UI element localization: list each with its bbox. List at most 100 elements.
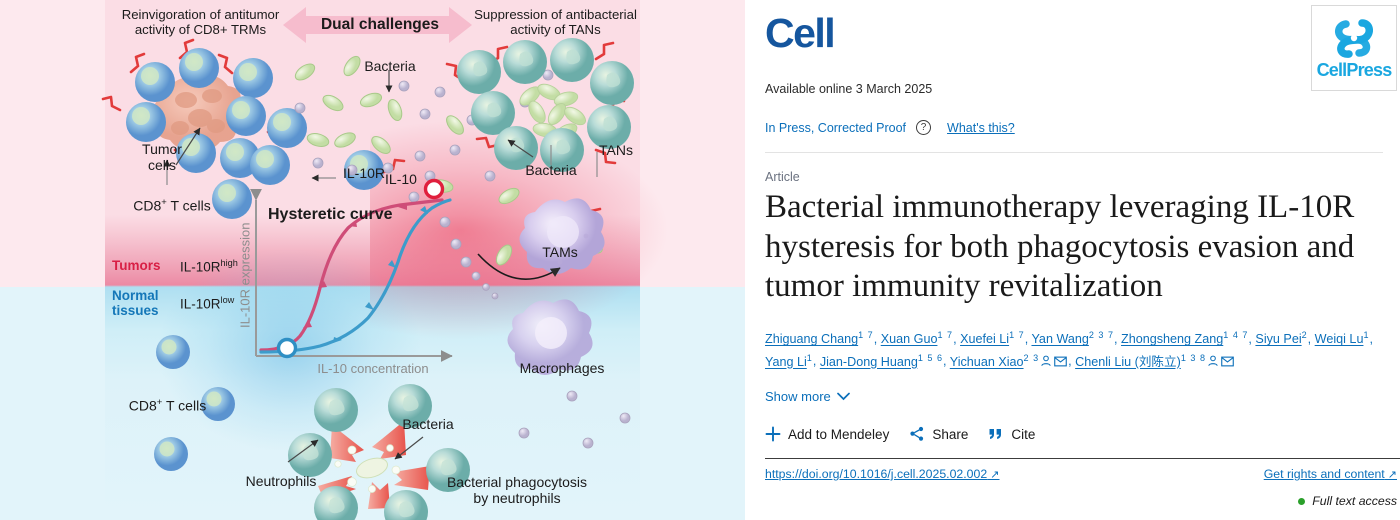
author-entry[interactable]: Yan Wang2 3 7 bbox=[1031, 330, 1114, 347]
author-email-icon[interactable] bbox=[1221, 353, 1234, 374]
author-separator: , bbox=[1068, 354, 1076, 369]
label-neutrophils: Neutrophils bbox=[245, 473, 317, 489]
curve-lower-blue bbox=[259, 198, 452, 354]
full-text-access-badge: Full text access bbox=[1298, 494, 1397, 508]
callout-leaders bbox=[163, 70, 598, 463]
full-text-access-label: Full text access bbox=[1312, 494, 1397, 508]
label-cd8-t-cells-top: CD8+ T cells bbox=[133, 197, 211, 214]
author-separator: , bbox=[873, 332, 881, 347]
doi-link[interactable]: https://doi.org/10.1016/j.cell.2025.02.0… bbox=[765, 467, 999, 481]
author-email-icon[interactable] bbox=[1054, 353, 1067, 374]
author-name[interactable]: Yang Li bbox=[765, 354, 807, 369]
curve-lower-arrowheads bbox=[292, 206, 428, 352]
high-state-marker bbox=[423, 178, 445, 200]
get-rights-and-content-link[interactable]: Get rights and content ↗ bbox=[1264, 467, 1397, 481]
author-name[interactable]: Yichuan Xiao bbox=[949, 354, 1024, 369]
share-label: Share bbox=[932, 426, 969, 442]
dual-challenges-arrow bbox=[283, 7, 472, 43]
whats-this-link[interactable]: What's this? bbox=[947, 120, 1015, 135]
author-entry[interactable]: Yang Li1 bbox=[765, 352, 813, 369]
abstract-artwork bbox=[101, 7, 634, 520]
label-normal-tissues: Normal tissues bbox=[112, 288, 159, 319]
author-separator: , bbox=[1114, 332, 1122, 347]
author-separator: , bbox=[1307, 332, 1315, 347]
curve-upper-red bbox=[259, 198, 444, 352]
author-entry[interactable]: Chenli Liu (刘陈立)1 3 8 bbox=[1075, 352, 1235, 369]
author-affiliation-refs: 1 bbox=[806, 352, 813, 363]
page-title: Bacterial immunotherapy leveraging IL-10… bbox=[765, 189, 1355, 305]
external-link-icon: ↗ bbox=[987, 469, 1000, 481]
author-list: Zhiguang Chang1 7, Xuan Guo1 7, Xuefei L… bbox=[765, 328, 1393, 374]
author-name[interactable]: Xuan Guo bbox=[880, 332, 938, 347]
label-il10r: IL-10R bbox=[342, 165, 386, 181]
label-tumors: Tumors bbox=[112, 258, 161, 273]
access-status-dot bbox=[1298, 497, 1306, 505]
author-affiliation-refs: 2 bbox=[1301, 330, 1308, 340]
curve-upper-arrowheads bbox=[272, 204, 407, 351]
label-bacteria-bottom: Bacteria bbox=[402, 416, 454, 432]
label-tumor-cells: Tumor cells bbox=[142, 141, 182, 173]
il10-molecules bbox=[294, 69, 631, 449]
tumor-mass bbox=[152, 76, 245, 150]
author-entry[interactable]: Yichuan Xiao2 3 bbox=[949, 352, 1068, 369]
add-to-mendeley-button[interactable]: Add to Mendeley bbox=[765, 426, 889, 442]
author-name[interactable]: Siyu Pei bbox=[1255, 332, 1302, 347]
divider-top bbox=[765, 152, 1383, 153]
label-phagocytosis: Bacterial phagocytosis by neutrophils bbox=[446, 474, 588, 506]
label-bacteria-top: Bacteria bbox=[364, 58, 416, 74]
label-cd8-t-cells-bottom: CD8+ T cells bbox=[128, 397, 207, 414]
low-state-marker bbox=[276, 337, 298, 359]
author-name[interactable]: Zhiguang Chang bbox=[765, 332, 859, 347]
quote-icon bbox=[988, 426, 1004, 442]
help-icon[interactable]: ? bbox=[916, 120, 932, 135]
chart-xlabel: IL-10 concentration bbox=[317, 361, 429, 376]
author-entry[interactable]: Zhiguang Chang1 7 bbox=[765, 330, 874, 347]
author-entry[interactable]: Xuan Guo1 7 bbox=[880, 330, 953, 347]
author-affiliation-refs: 1 3 8 bbox=[1180, 352, 1206, 363]
author-profile-icon[interactable] bbox=[1040, 353, 1052, 374]
author-name[interactable]: Yan Wang bbox=[1031, 332, 1089, 347]
tam-cell bbox=[519, 198, 605, 274]
author-entry[interactable]: Siyu Pei2 bbox=[1255, 330, 1308, 347]
author-entry[interactable]: Jian-Dong Huang1 5 6 bbox=[819, 352, 943, 369]
external-link-icon-rights: ↗ bbox=[1384, 469, 1397, 481]
author-entry[interactable]: Xuefei Li1 7 bbox=[960, 330, 1025, 347]
label-macrophages: Macrophages bbox=[519, 360, 605, 376]
label-bacteria-tans: Bacteria bbox=[525, 162, 577, 178]
cite-button[interactable]: Cite bbox=[988, 426, 1035, 442]
author-name[interactable]: Jian-Dong Huang bbox=[819, 354, 918, 369]
share-button[interactable]: Share bbox=[909, 426, 968, 442]
author-name[interactable]: Zhongsheng Zang bbox=[1121, 332, 1224, 347]
chart-ylabel: IL-10R expression bbox=[237, 222, 253, 329]
author-affiliation-refs: 1 7 bbox=[858, 330, 874, 340]
author-name[interactable]: Weiqi Lu bbox=[1314, 332, 1364, 347]
label-tans: TANs bbox=[599, 142, 633, 158]
label-il10r-low: IL-10Rlow bbox=[180, 295, 235, 312]
cell-journal-logo[interactable]: Cell bbox=[765, 10, 836, 56]
ga-header-center: Dual challenges bbox=[320, 16, 439, 33]
author-name[interactable]: Xuefei Li bbox=[960, 332, 1010, 347]
label-il10: IL-10 bbox=[385, 171, 417, 187]
hysteretic-curve-chart bbox=[250, 178, 453, 362]
show-more-button[interactable]: Show more bbox=[765, 389, 850, 404]
author-name[interactable]: Chenli Liu (刘陈立) bbox=[1075, 354, 1181, 369]
neutrophil-cells bbox=[288, 384, 470, 520]
author-affiliation-refs: 1 4 7 bbox=[1223, 330, 1249, 340]
cellpress-logo[interactable]: CellPress bbox=[1311, 5, 1397, 91]
press-status-row: In Press, Corrected Proof ? What's this? bbox=[765, 120, 1015, 135]
add-to-mendeley-label: Add to Mendeley bbox=[788, 426, 890, 442]
ga-header-right: Suppression of antibacterial activity of… bbox=[474, 7, 637, 37]
author-entry[interactable]: Weiqi Lu1 bbox=[1314, 330, 1370, 347]
author-profile-icon[interactable] bbox=[1207, 353, 1219, 374]
article-type-label: Article bbox=[765, 170, 800, 184]
chart-title: Hysteretic curve bbox=[268, 206, 393, 223]
cite-label: Cite bbox=[1011, 426, 1036, 442]
author-separator: , bbox=[1248, 332, 1256, 347]
author-entry[interactable]: Zhongsheng Zang1 4 7 bbox=[1121, 330, 1249, 347]
tam-secretion-arrow bbox=[477, 253, 561, 280]
ga-header-left: Reinvigoration of antitumor activity of … bbox=[121, 7, 280, 37]
author-separator: , bbox=[1369, 332, 1374, 347]
share-icon bbox=[909, 426, 925, 442]
author-affiliation-refs: 1 7 bbox=[1009, 330, 1025, 340]
author-separator: , bbox=[812, 354, 820, 369]
